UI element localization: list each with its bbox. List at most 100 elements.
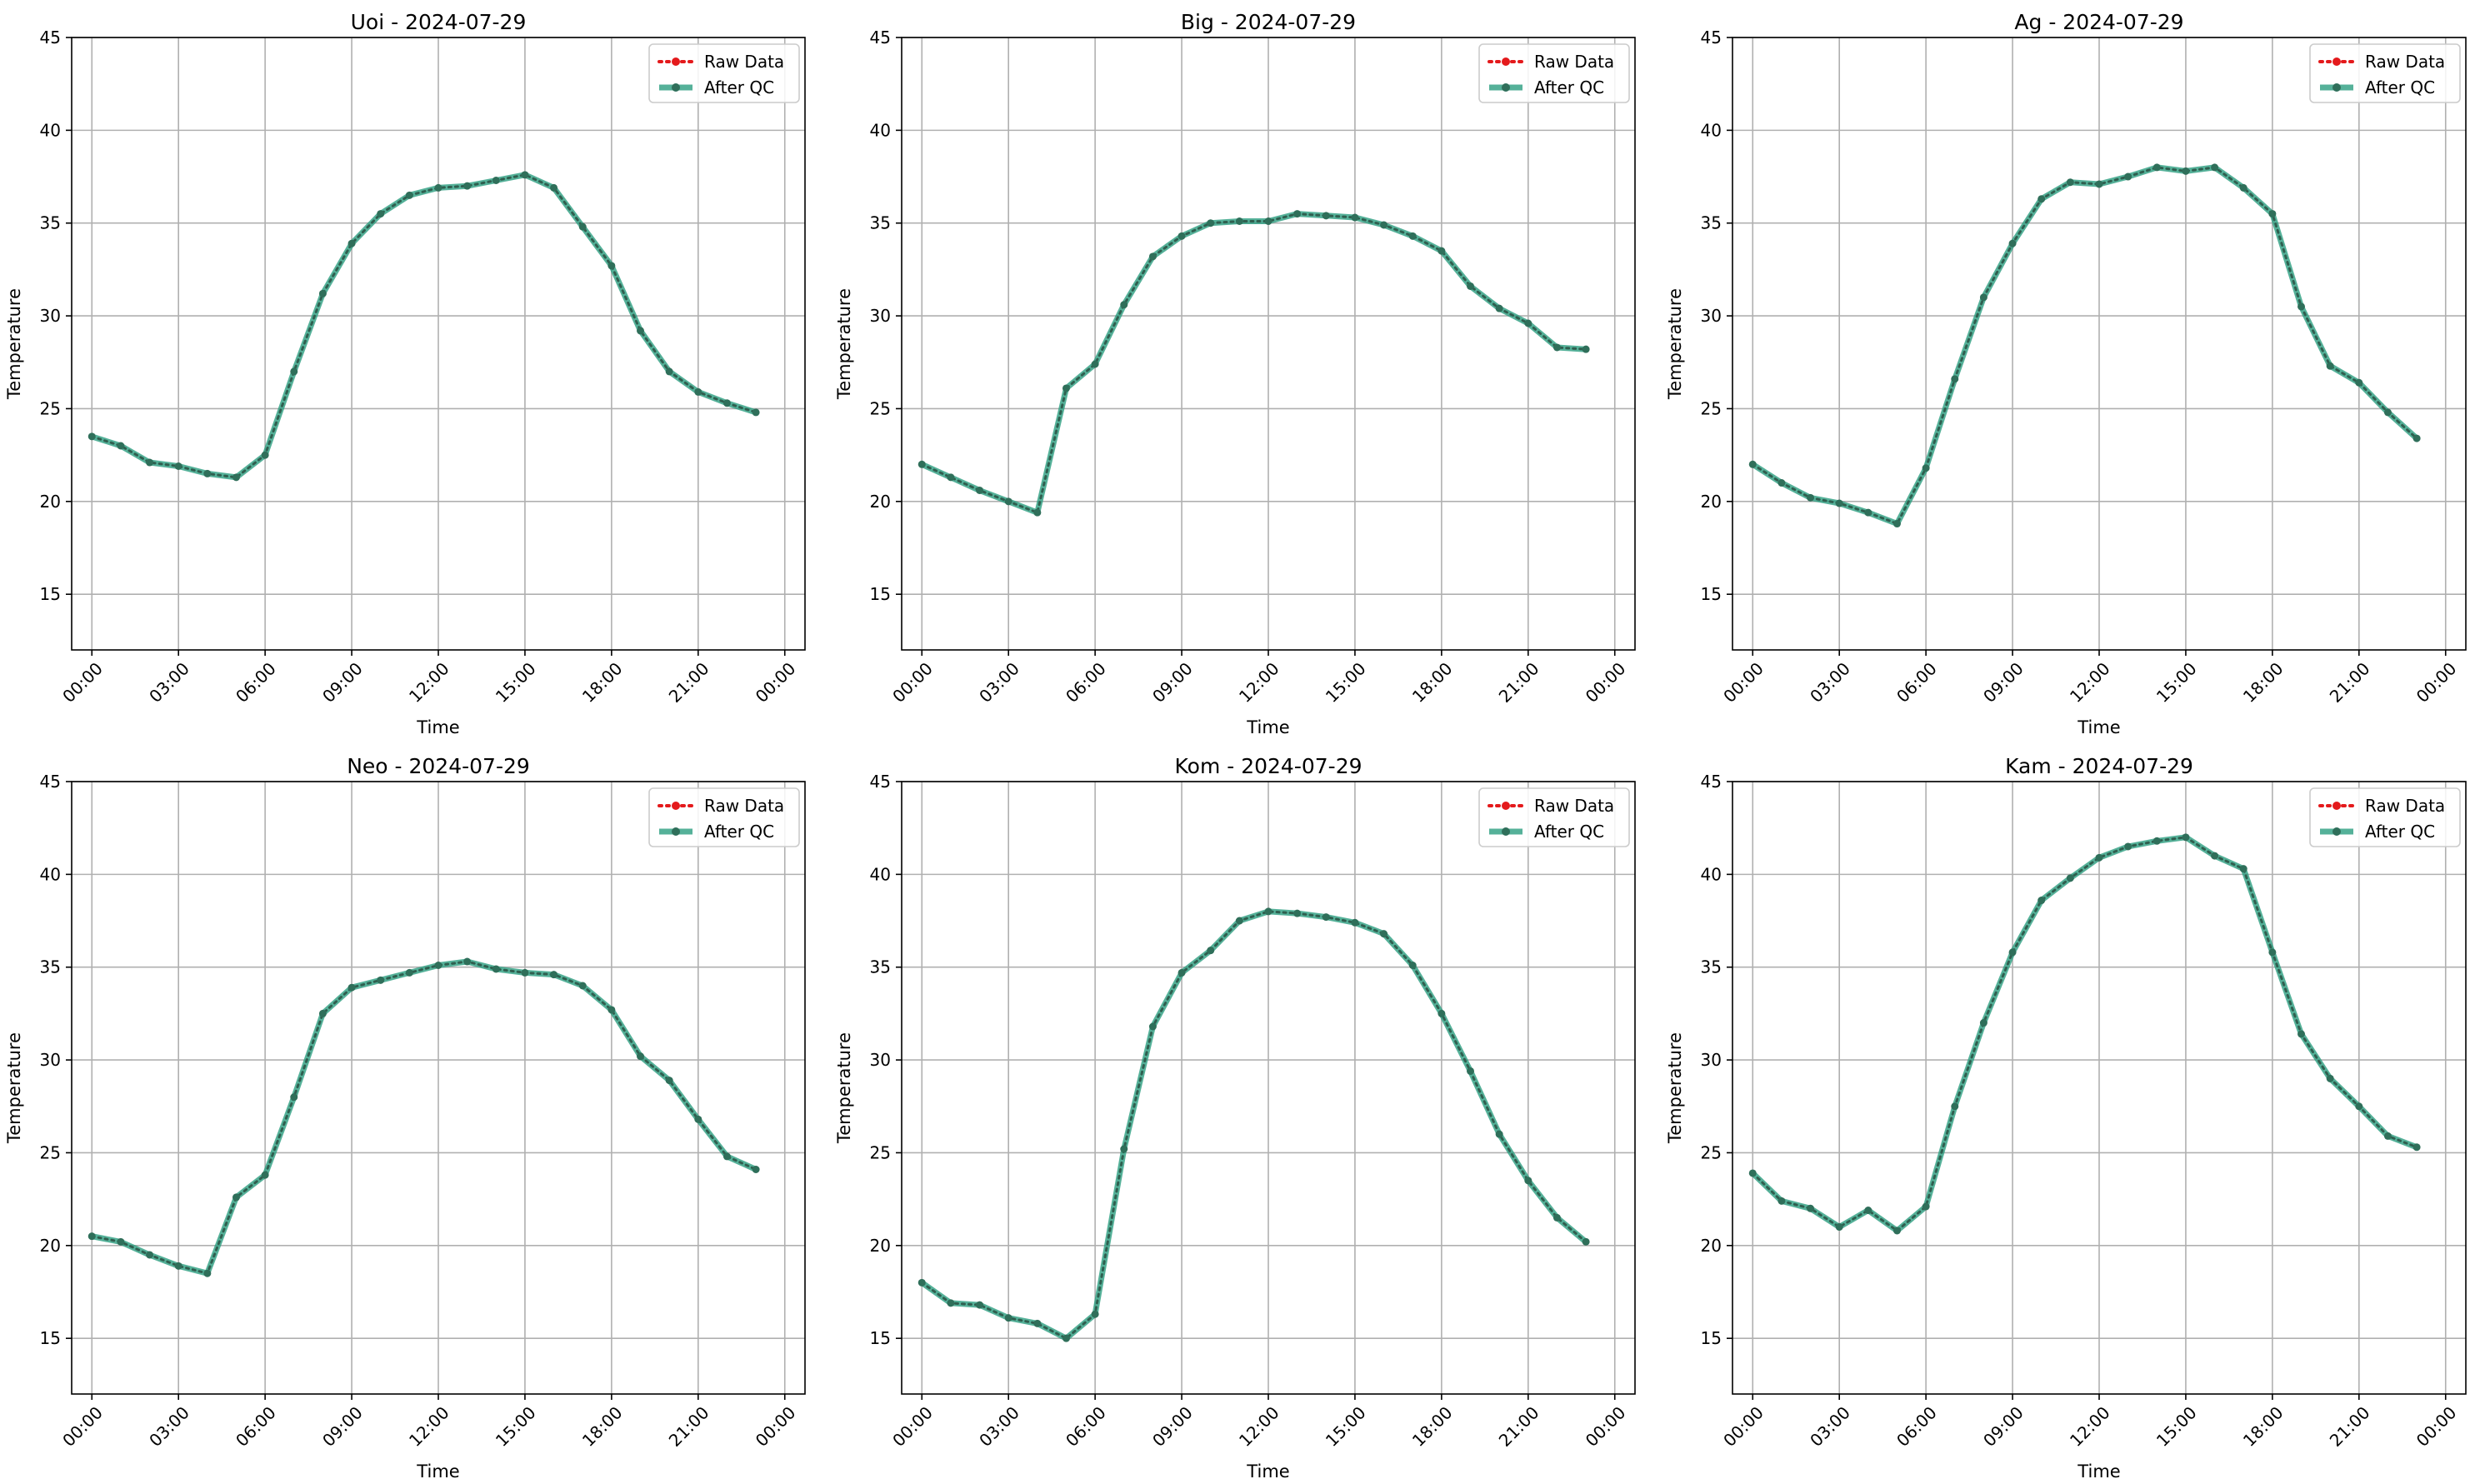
data-point bbox=[1524, 319, 1532, 327]
legend-label-raw-data: Raw Data bbox=[2365, 796, 2445, 816]
data-point bbox=[117, 442, 125, 450]
data-point bbox=[521, 968, 529, 977]
data-point bbox=[377, 210, 385, 218]
legend-label-after-qc: After QC bbox=[704, 77, 774, 97]
data-point bbox=[2326, 1074, 2334, 1082]
legend-marker-after-qc bbox=[672, 83, 680, 92]
x-tick-label: 06:00 bbox=[1062, 658, 1110, 707]
x-tick-label: 00:00 bbox=[888, 1402, 937, 1451]
data-point bbox=[947, 1299, 955, 1307]
subplot-6: 15 20 25 30 35 40 45 00:00 03:00 06:00 09:00 12:00 1… bbox=[1665, 754, 2467, 1482]
x-tick-label: 15:00 bbox=[2152, 1402, 2201, 1451]
x-tick-label: 21:00 bbox=[1495, 1402, 1543, 1451]
grid bbox=[72, 37, 805, 650]
data-point bbox=[348, 239, 356, 247]
data-point bbox=[1748, 460, 1757, 468]
x-tick-label: 00:00 bbox=[2412, 1402, 2461, 1451]
x-tick-label: 09:00 bbox=[1148, 658, 1197, 707]
data-point bbox=[976, 486, 984, 494]
data-point bbox=[232, 1193, 240, 1202]
data-point bbox=[1148, 252, 1157, 261]
y-axis-label: Temperature bbox=[1665, 288, 1685, 400]
data-point bbox=[1004, 497, 1012, 506]
series-markers bbox=[88, 957, 760, 1277]
legend-marker-raw-data bbox=[2332, 802, 2341, 810]
legend-label-after-qc: After QC bbox=[704, 822, 774, 842]
data-point bbox=[232, 473, 240, 482]
x-tick-label: 15:00 bbox=[1322, 658, 1370, 707]
data-point bbox=[261, 451, 269, 459]
legend-marker-raw-data bbox=[1502, 802, 1510, 810]
data-point bbox=[2008, 948, 2017, 957]
grid bbox=[902, 37, 1635, 650]
y-tick-label: 25 bbox=[1701, 398, 1722, 418]
chart-title: Ag - 2024-07-29 bbox=[2014, 10, 2183, 34]
data-point bbox=[2239, 183, 2248, 192]
data-point bbox=[1807, 1204, 1815, 1212]
y-tick-label: 30 bbox=[40, 1050, 61, 1070]
series-line-raw-data bbox=[1751, 166, 2418, 526]
x-tick-label: 09:00 bbox=[318, 658, 367, 707]
y-axis-label: Temperature bbox=[4, 1032, 24, 1144]
x-tick-label: 09:00 bbox=[1148, 1402, 1197, 1451]
legend: Raw Data After QC bbox=[648, 787, 800, 847]
data-point bbox=[290, 367, 298, 376]
data-point bbox=[694, 387, 702, 396]
data-point bbox=[348, 983, 356, 992]
data-point bbox=[665, 1077, 673, 1085]
y-tick-label: 30 bbox=[870, 1050, 891, 1070]
y-tick-label: 30 bbox=[1701, 306, 1722, 326]
data-point bbox=[2066, 178, 2074, 187]
y-tick-label: 35 bbox=[870, 957, 891, 977]
x-tick-label: 03:00 bbox=[145, 1402, 193, 1451]
data-point bbox=[2412, 1143, 2421, 1152]
y-axis-label: Temperature bbox=[834, 288, 854, 400]
data-point bbox=[1408, 232, 1417, 240]
legend-label-raw-data: Raw Data bbox=[1534, 796, 1614, 816]
data-point bbox=[1207, 219, 1215, 227]
data-point bbox=[2268, 948, 2277, 957]
data-point bbox=[1091, 360, 1099, 368]
legend-marker-after-qc bbox=[1502, 83, 1510, 92]
x-tick-label: 06:00 bbox=[232, 1402, 280, 1451]
data-point bbox=[722, 399, 731, 407]
chart-title: Neo - 2024-07-29 bbox=[347, 754, 530, 778]
x-tick-label: 18:00 bbox=[1408, 1402, 1457, 1451]
y-tick-label: 35 bbox=[40, 957, 61, 977]
data-point bbox=[578, 982, 587, 990]
series-markers bbox=[918, 907, 1590, 1342]
grid bbox=[1732, 37, 2466, 650]
x-tick-label: 09:00 bbox=[1979, 1402, 2028, 1451]
data-point bbox=[2095, 180, 2103, 188]
series-line-raw-data bbox=[1751, 836, 2418, 1232]
y-tick-label: 25 bbox=[40, 1142, 61, 1162]
x-tick-label: 18:00 bbox=[1408, 658, 1457, 707]
y-tick-label: 30 bbox=[870, 306, 891, 326]
data-point bbox=[578, 222, 587, 231]
y-axis-label: Temperature bbox=[834, 1032, 854, 1144]
y-tick-label: 30 bbox=[40, 306, 61, 326]
x-axis-label: Time bbox=[416, 1462, 459, 1482]
data-point bbox=[1467, 282, 1475, 290]
data-point bbox=[2211, 852, 2219, 860]
legend-marker-after-qc bbox=[2332, 827, 2341, 836]
data-point bbox=[1408, 962, 1417, 969]
x-tick-label: 18:00 bbox=[2239, 1402, 2288, 1451]
data-point bbox=[290, 1093, 298, 1102]
subplot-2: 15 20 25 30 35 40 45 00:00 03:00 06:00 09:00 12:00 1… bbox=[834, 10, 1636, 737]
y-tick-label: 40 bbox=[1701, 120, 1722, 140]
data-point bbox=[1438, 1009, 1446, 1017]
x-tick-label: 21:00 bbox=[665, 1402, 713, 1451]
data-point bbox=[2124, 172, 2132, 181]
series-line-raw-data bbox=[920, 910, 1588, 1340]
data-point bbox=[665, 367, 673, 376]
y-tick-label: 25 bbox=[1701, 1142, 1722, 1162]
series-markers bbox=[88, 171, 760, 482]
x-tick-label: 00:00 bbox=[752, 1402, 800, 1451]
y-tick-label: 35 bbox=[1701, 213, 1722, 233]
chart-title: Uoi - 2024-07-29 bbox=[351, 10, 527, 34]
legend-marker-after-qc bbox=[672, 827, 680, 836]
x-tick-label: 03:00 bbox=[975, 1402, 1023, 1451]
x-tick-label: 15:00 bbox=[1322, 1402, 1370, 1451]
